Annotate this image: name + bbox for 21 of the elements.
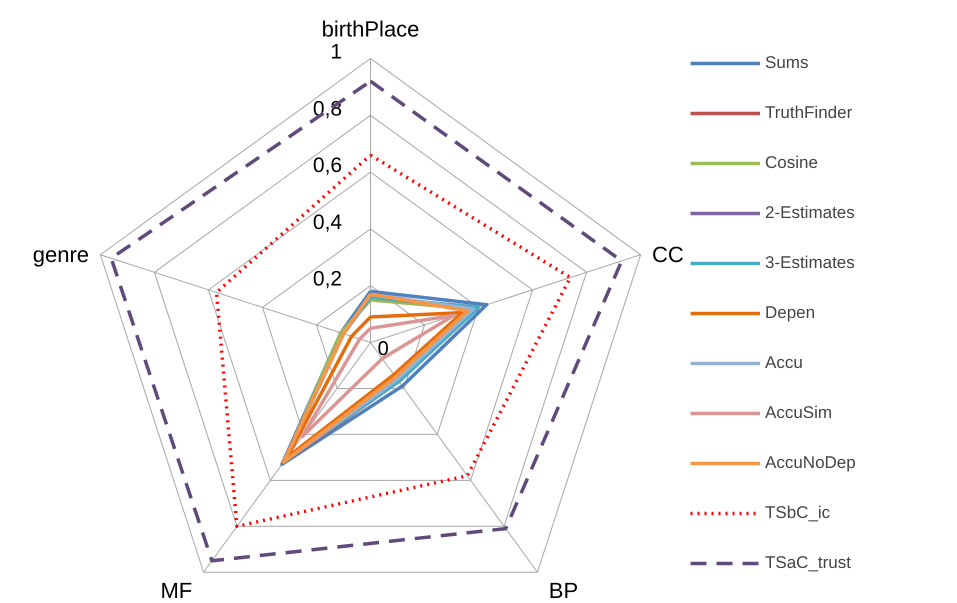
spoke-label: genre — [32, 242, 90, 268]
spoke-label: CC — [652, 242, 684, 268]
legend-label: TSbC_ic — [765, 503, 830, 523]
spoke-label: birthPlace — [322, 16, 420, 42]
y-tick-label: 1 — [330, 40, 342, 64]
legend-label: Depen — [765, 303, 816, 323]
y-tick-label: 0,6 — [312, 154, 342, 178]
legend-label: 3-Estimates — [765, 253, 855, 273]
y-tick-label: 0,2 — [312, 268, 342, 291]
legend-label: Cosine — [765, 153, 818, 173]
legend-label: TSaC_trust — [765, 553, 851, 573]
legend-label: Sums — [765, 53, 808, 73]
legend-label: Accu — [765, 353, 803, 373]
legend-label: TruthFinder — [765, 103, 852, 123]
legend-label: AccuNoDep — [765, 453, 856, 473]
y-tick-label: 0,4 — [312, 210, 342, 234]
legend-label: AccuSim — [765, 403, 832, 423]
spoke-label: BP — [548, 578, 578, 603]
legend-label: 2-Estimates — [765, 203, 855, 223]
spoke-label: MF — [160, 578, 192, 603]
y-tick-label: 0 — [378, 338, 389, 360]
